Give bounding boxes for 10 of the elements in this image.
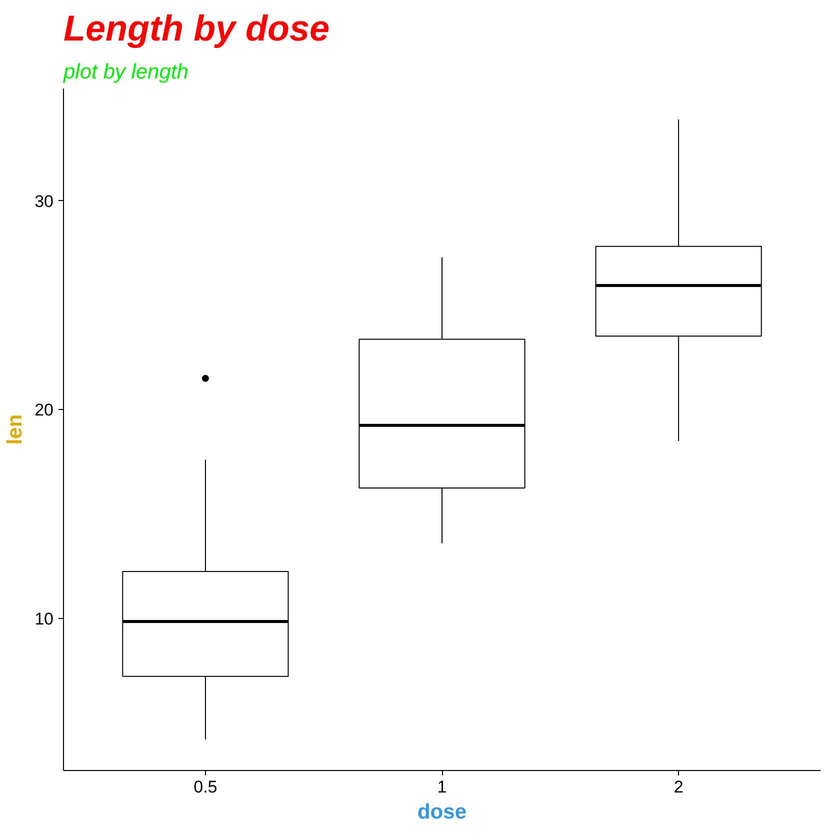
y-tick-label: 10: [34, 609, 54, 628]
x-axis-title: dose: [417, 800, 467, 824]
y-tick-label: 30: [34, 192, 54, 211]
chart-title: Length by dose: [64, 8, 330, 48]
x-tick-label: 0.5: [194, 778, 218, 796]
y-axis-title: len: [4, 414, 27, 445]
chart-subtitle: plot by length: [62, 60, 188, 84]
x-tick-label: 2: [674, 778, 684, 796]
y-tick-label: 20: [34, 400, 54, 420]
x-tick-label: 1: [437, 778, 447, 796]
